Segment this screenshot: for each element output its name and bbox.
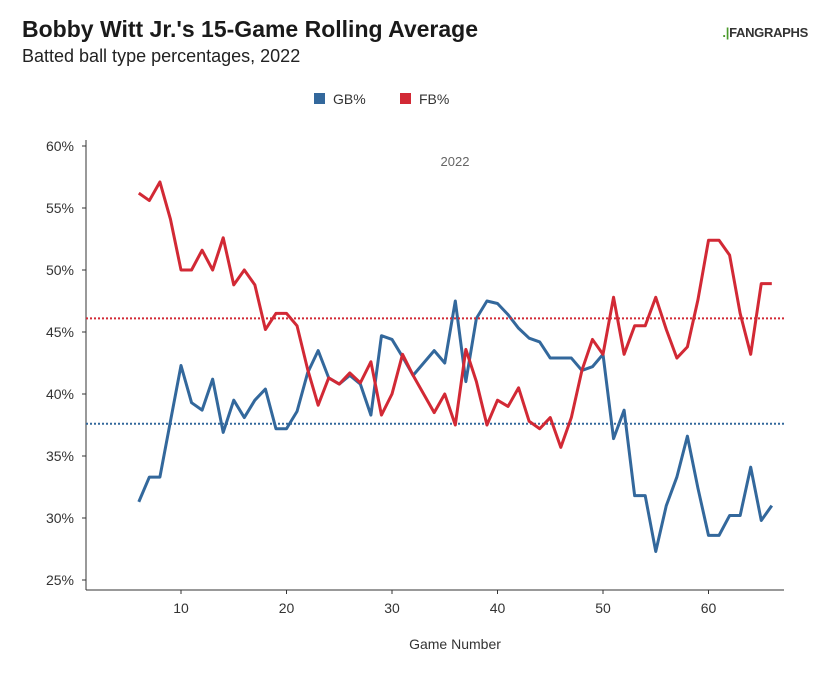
x-tick-label: 10 bbox=[173, 600, 189, 616]
y-tick-label: 40% bbox=[46, 386, 74, 402]
series-line-gb bbox=[137, 299, 774, 553]
y-tick-label: 50% bbox=[46, 262, 74, 278]
legend-label: GB% bbox=[333, 91, 366, 107]
x-tick-label: 60 bbox=[701, 600, 717, 616]
series-line-fb bbox=[137, 180, 772, 449]
chart-title: Bobby Witt Jr.'s 15-Game Rolling Average bbox=[22, 16, 479, 42]
y-tick-label: 35% bbox=[46, 448, 74, 464]
chart-subtitle: Batted ball type percentages, 2022 bbox=[22, 46, 301, 66]
year-annotation: 2022 bbox=[441, 154, 470, 169]
y-tick-label: 60% bbox=[46, 138, 74, 154]
x-tick-label: 30 bbox=[384, 600, 400, 616]
x-tick-label: 20 bbox=[279, 600, 295, 616]
y-tick-label: 25% bbox=[46, 572, 74, 588]
legend-swatch bbox=[400, 93, 411, 104]
x-tick-label: 50 bbox=[595, 600, 611, 616]
y-tick-label: 45% bbox=[46, 324, 74, 340]
legend-label: FB% bbox=[419, 91, 449, 107]
fangraphs-logo: .|FANGRAPHS bbox=[722, 25, 808, 40]
y-tick-label: 55% bbox=[46, 200, 74, 216]
logo-text: FANGRAPHS bbox=[729, 25, 808, 40]
y-tick-label: 30% bbox=[46, 510, 74, 526]
x-tick-label: 40 bbox=[490, 600, 506, 616]
x-axis-label: Game Number bbox=[409, 636, 501, 652]
legend-swatch bbox=[314, 93, 325, 104]
